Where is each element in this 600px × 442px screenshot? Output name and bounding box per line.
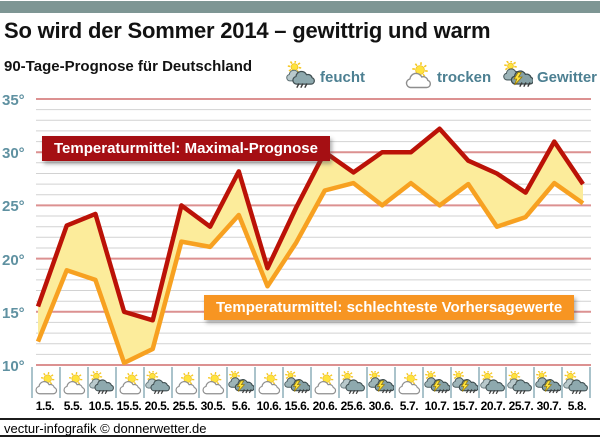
day-cell-trocken-icon (31, 367, 59, 398)
dry-weather-icon (403, 61, 433, 94)
x-tick-label: 10.7. (424, 399, 450, 413)
x-tick-label: 15.6. (284, 399, 310, 413)
day-icon-row (31, 367, 592, 398)
x-tick-label: 30.6. (368, 399, 394, 413)
series-label-max-banner: Temperaturmittel: Maximal-Prognose (42, 136, 330, 161)
x-tick-label: 25.7. (508, 399, 534, 413)
x-tick-label: 25.5. (172, 399, 198, 413)
thunderstorm-icon (503, 59, 534, 94)
day-cell-gewitter-icon (226, 367, 255, 398)
page-title: So wird der Sommer 2014 – gewittrig und … (4, 18, 491, 43)
day-cell-feucht-icon (505, 367, 534, 398)
x-tick-label: 20.7. (480, 399, 506, 413)
day-cell-gewitter-icon (533, 367, 562, 398)
x-tick-label: 20.6. (312, 399, 338, 413)
day-cell-trocken-icon (58, 367, 87, 398)
day-cell-trocken-icon (310, 367, 338, 398)
footer-credit: vectur-infografik © donnerwetter.de (0, 418, 600, 437)
legend-label-trocken: trocken (437, 68, 492, 86)
x-tick-label: 30.5. (200, 399, 226, 413)
day-cell-feucht-icon (561, 367, 592, 398)
day-cell-gewitter-icon (365, 367, 394, 398)
legend-item-feucht: feucht (286, 59, 365, 94)
x-tick-label: 10.5. (88, 399, 114, 413)
legend-item-gewitter: Gewitter (503, 59, 598, 94)
y-tick-label: 10° (2, 358, 25, 375)
x-tick-label: 30.7. (536, 399, 562, 413)
legend-label-gewitter: Gewitter (537, 68, 598, 86)
max-forecast-line (35, 126, 585, 323)
day-cell-trocken-icon (393, 367, 422, 398)
top-accent-bar (0, 1, 600, 13)
x-tick-label: 10.6. (256, 399, 282, 413)
day-cell-trocken-icon (254, 367, 283, 398)
y-tick-label: 20° (2, 251, 25, 269)
y-tick-label: 15° (2, 304, 25, 322)
x-tick-label: 5.8. (567, 399, 587, 413)
x-tick-label: 1.5. (35, 399, 55, 413)
y-tick-label: 35° (2, 92, 25, 109)
series-label-min-banner: Temperaturmittel: schlechteste Vorhersag… (204, 295, 575, 320)
day-cell-feucht-icon (142, 367, 171, 398)
forecast-range-area (38, 128, 583, 363)
day-cell-feucht-icon (477, 367, 506, 398)
wet-weather-icon (286, 59, 316, 94)
x-axis-labels: 1.5. 5.5. 10.5. 15.5. 20.5. 25.5. 30.5. 5.6. 10.… (31, 399, 591, 413)
x-tick-label: 5.5. (63, 399, 83, 413)
day-cell-feucht-icon (337, 367, 366, 398)
day-cell-feucht-icon (86, 367, 115, 398)
day-cell-gewitter-icon (421, 367, 450, 398)
day-cell-trocken-icon (198, 367, 227, 398)
x-tick-label: 20.5. (144, 399, 170, 413)
min-forecast-line (35, 180, 585, 366)
x-tick-label: 15.5. (116, 399, 142, 413)
x-tick-label: 25.6. (340, 399, 366, 413)
x-tick-label: 15.7. (452, 399, 478, 413)
x-tick-label: 5.6. (231, 399, 251, 413)
day-cell-gewitter-icon (282, 367, 311, 398)
page-subtitle: 90-Tage-Prognose für Deutschland (4, 58, 253, 75)
y-tick-label: 30° (2, 145, 25, 163)
x-tick-label: 5.7. (399, 399, 419, 413)
legend-item-trocken: trocken (403, 61, 492, 94)
day-cell-trocken-icon (170, 367, 199, 398)
day-cell-gewitter-icon (449, 367, 478, 398)
day-cell-trocken-icon (114, 367, 143, 398)
legend-label-feucht: feucht (320, 68, 365, 86)
y-tick-label: 25° (2, 198, 25, 216)
